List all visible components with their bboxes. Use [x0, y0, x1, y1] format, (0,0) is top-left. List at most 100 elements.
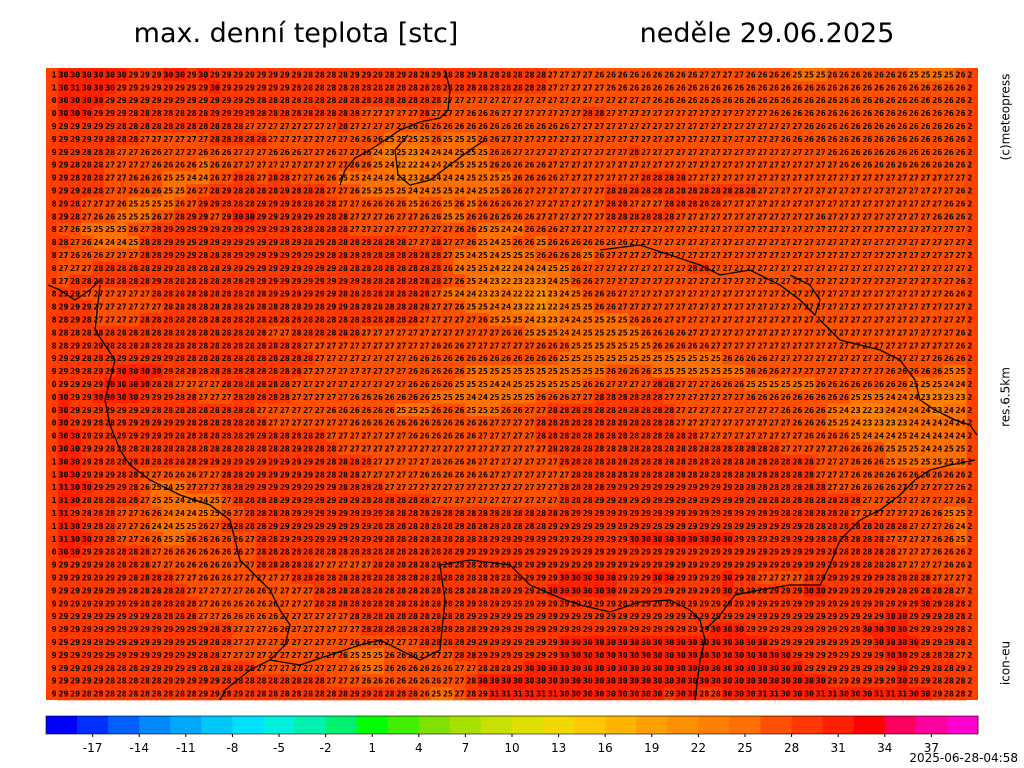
cell-value: 26: [361, 134, 371, 144]
map-cell: [162, 196, 175, 211]
cell-value: 28: [431, 237, 441, 247]
cell-value: 25: [350, 173, 360, 183]
cell-value: 25: [524, 250, 534, 260]
cell-value: 27: [326, 186, 336, 196]
map-cell: [628, 68, 641, 82]
map-cell: [896, 184, 909, 198]
cell-value: 25: [501, 173, 511, 183]
map-cell: [92, 80, 105, 95]
cell-value: 28: [350, 82, 360, 92]
map-cell: [360, 132, 373, 146]
cell-value: 27: [699, 160, 709, 170]
map-cell: [69, 184, 82, 198]
map-cell: [395, 80, 408, 95]
cell-value: 27: [897, 173, 907, 183]
map-cell: [162, 184, 175, 198]
cell-value: 29: [175, 250, 185, 260]
cell-value: 27: [524, 198, 534, 208]
cell-value: 29: [187, 69, 197, 79]
map-cell: [325, 93, 338, 107]
map-cell: [663, 145, 676, 159]
cell-value: 28: [152, 108, 162, 118]
map-cell: [826, 184, 839, 198]
map-cell: [861, 171, 874, 185]
map-cell: [372, 145, 385, 159]
cell-value: 27: [734, 108, 744, 118]
cell-value: 26: [105, 211, 115, 221]
cell-value: 25: [152, 198, 162, 208]
cell-value: 29: [303, 250, 313, 260]
cell-value: 27: [711, 173, 721, 183]
map-cell: [698, 171, 711, 185]
cell-value: 8: [52, 211, 57, 221]
cell-value: 26: [210, 160, 220, 170]
cell-value: 27: [711, 160, 721, 170]
cell-value: 27: [804, 211, 814, 221]
cell-value: 26: [676, 95, 686, 105]
cell-value: 26: [152, 186, 162, 196]
map-cell: [244, 119, 256, 133]
cell-value: 26: [93, 211, 103, 221]
map-cell: [477, 145, 489, 159]
map-cell: [209, 171, 222, 185]
map-cell: [220, 184, 233, 198]
cell-value: 28: [315, 82, 325, 92]
map-cell: [686, 93, 699, 107]
map-cell: [174, 171, 187, 185]
cell-value: 26: [827, 121, 837, 131]
cell-value: 26: [688, 69, 698, 79]
cell-value: 27: [466, 95, 476, 105]
cell-value: 27: [629, 108, 639, 118]
cell-value: 27: [629, 121, 639, 131]
cell-value: 29: [210, 224, 220, 234]
map-cell: [523, 171, 536, 185]
cell-value: 26: [140, 147, 150, 157]
cell-value: 25: [792, 69, 802, 79]
cell-value: 28: [291, 198, 301, 208]
cell-value: 27: [792, 224, 802, 234]
cell-value: 25: [373, 186, 383, 196]
map-cell: [407, 158, 420, 172]
cell-value: 27: [723, 160, 733, 170]
map-cell: [570, 119, 583, 133]
cell-value: 28: [641, 211, 651, 221]
cell-value: 26: [559, 250, 569, 260]
cell-value: 27: [734, 160, 744, 170]
cell-value: 29: [210, 108, 220, 118]
map-cell: [593, 119, 606, 133]
cell-value: 24: [455, 173, 465, 183]
cell-value: 30: [58, 82, 68, 92]
cell-value: 30: [82, 82, 92, 92]
cell-value: 26: [443, 121, 453, 131]
cell-value: 28: [338, 82, 348, 92]
map-cell: [546, 119, 559, 133]
map-cell: [675, 171, 688, 185]
map-cell: [69, 132, 82, 146]
cell-value: 27: [746, 134, 756, 144]
map-cell: [372, 171, 385, 185]
cell-value: 26: [361, 198, 371, 208]
cell-value: 28: [105, 134, 115, 144]
map-cell: [814, 80, 827, 95]
cell-value: 25: [82, 224, 92, 234]
cell-value: 27: [688, 211, 698, 221]
cell-value: 26: [664, 82, 674, 92]
map-cell: [127, 106, 140, 120]
map-cell: [546, 171, 559, 185]
cell-value: 26: [676, 82, 686, 92]
map-cell: [348, 93, 361, 107]
map-cell: [512, 132, 524, 146]
cell-value: 28: [338, 211, 348, 221]
cell-value: 29: [315, 237, 325, 247]
cell-value: 29: [175, 82, 185, 92]
cell-value: 29: [210, 237, 220, 247]
cell-value: 26: [513, 186, 523, 196]
cell-value: 26: [536, 160, 546, 170]
cell-value: 26: [711, 95, 721, 105]
map-cell: [651, 171, 664, 185]
cell-value: 24: [361, 173, 371, 183]
map-cell: [337, 80, 350, 95]
cell-value: 9: [52, 186, 57, 196]
cell-value: 28: [117, 121, 127, 131]
cell-value: 27: [303, 147, 313, 157]
